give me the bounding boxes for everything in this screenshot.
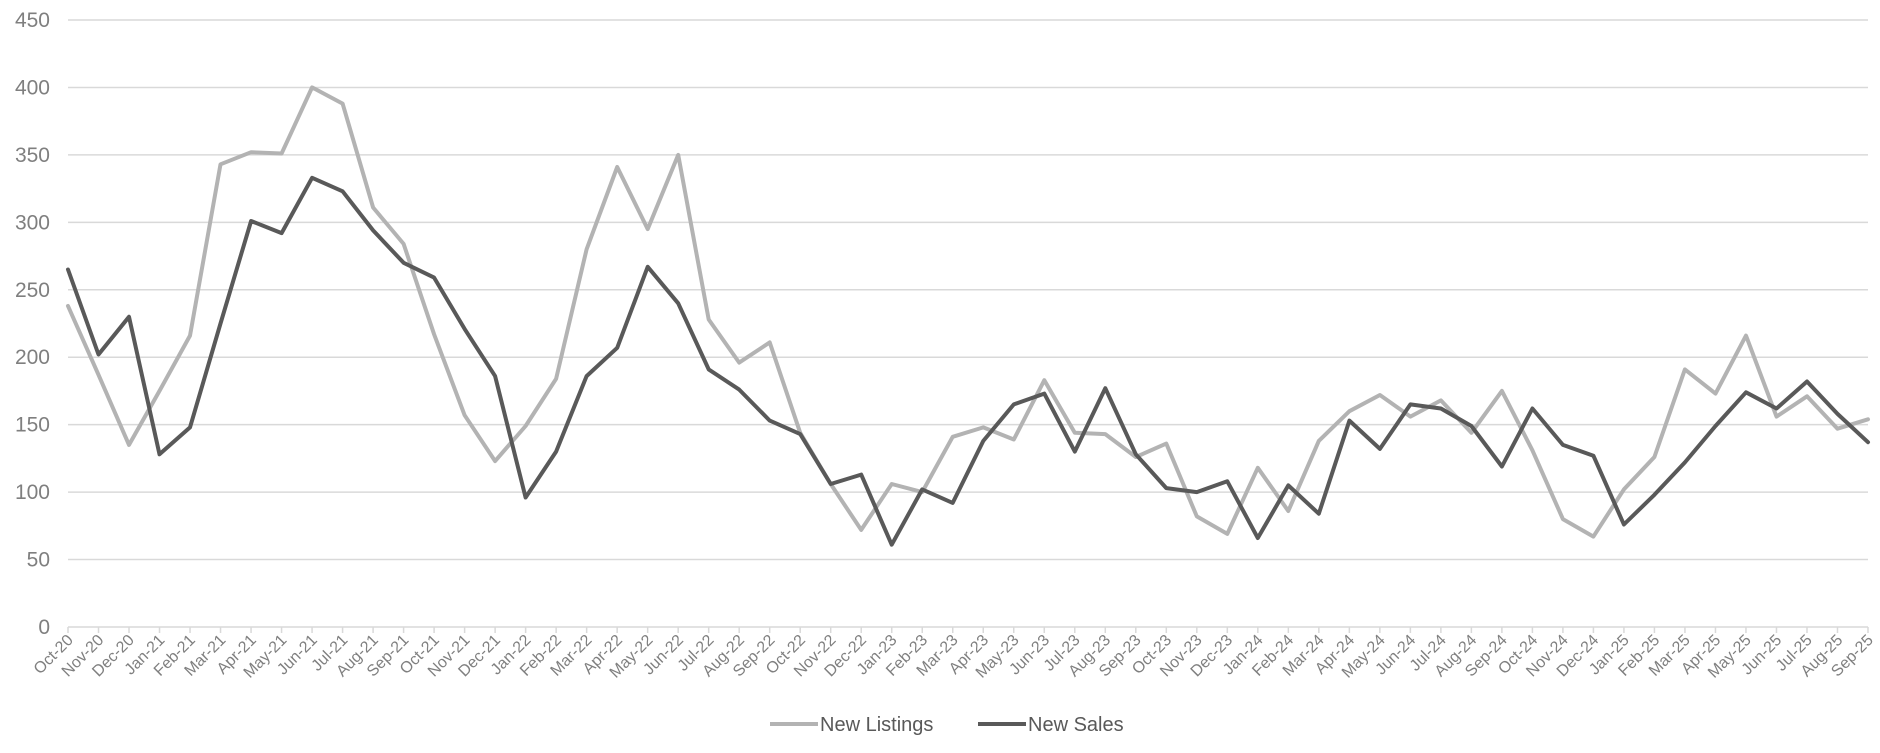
y-tick-label: 50 [27,549,50,572]
gridlines [68,19,1868,628]
y-axis-tick-labels: 0 50 100 150 200 250 300 350 400 450 [15,9,50,639]
legend-label-new-listings: New Listings [820,714,933,736]
x-axis-tick-labels: Oct-20Nov-20Dec-20Jan-21Feb-21Mar-21Apr-… [31,627,1877,682]
y-tick-label: 200 [15,346,50,369]
y-tick-label: 150 [15,414,50,437]
y-tick-label: 350 [15,144,50,167]
legend-label-new-sales: New Sales [1028,714,1124,736]
y-tick-label: 0 [38,616,50,639]
y-tick-label: 400 [15,76,50,99]
legend: New Listings New Sales [770,714,1124,736]
y-tick-label: 450 [15,9,50,32]
series-new-listings [66,85,1870,539]
series-line-new-listings [66,85,1870,539]
y-tick-label: 300 [15,211,50,234]
series-new-sales [66,175,1870,547]
series-lines [66,85,1870,547]
y-tick-label: 250 [15,279,50,302]
series-line-new-sales [66,175,1870,547]
y-tick-label: 100 [15,481,50,504]
